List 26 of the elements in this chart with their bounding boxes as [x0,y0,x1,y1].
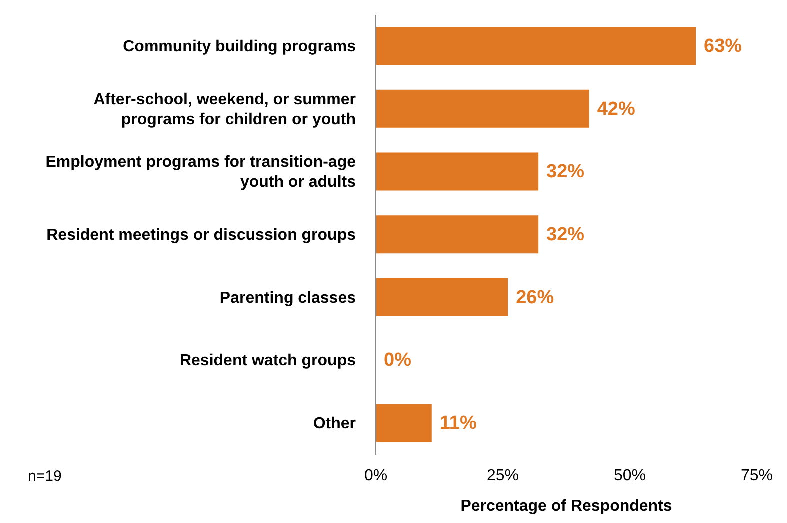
x-tick-label: 0% [364,467,388,484]
data-label: 63% [704,36,742,57]
data-label: 42% [597,98,636,120]
y-tick-label: Community building programs [123,38,356,55]
bar [376,278,508,316]
data-label: 32% [546,162,585,183]
bar [376,152,539,191]
data-label: 32% [546,224,585,246]
bar [376,27,696,65]
bar [376,404,432,442]
data-label: 0% [384,350,412,372]
x-tick-label: 50% [614,467,646,484]
y-tick-label: Other [313,415,356,432]
y-tick-label: After-school, weekend, or summer programs for children or youth [94,90,356,128]
data-label: 11% [440,413,477,434]
x-axis-title: Percentage of Respondents [460,498,672,515]
y-tick-label: Resident watch groups [180,352,356,370]
text: n=19 [28,468,62,485]
bar [376,90,590,128]
x-tick-label: 25% [486,467,520,484]
bar [376,216,539,254]
y-tick-label: Employment programs for transition-age youth or adults [46,154,356,191]
y-tick-label: Resident meetings or discussion groups [46,226,356,244]
data-label: 26% [516,287,554,308]
x-tick-label: 75% [740,467,774,484]
y-tick-label: Parenting classes [220,289,356,306]
